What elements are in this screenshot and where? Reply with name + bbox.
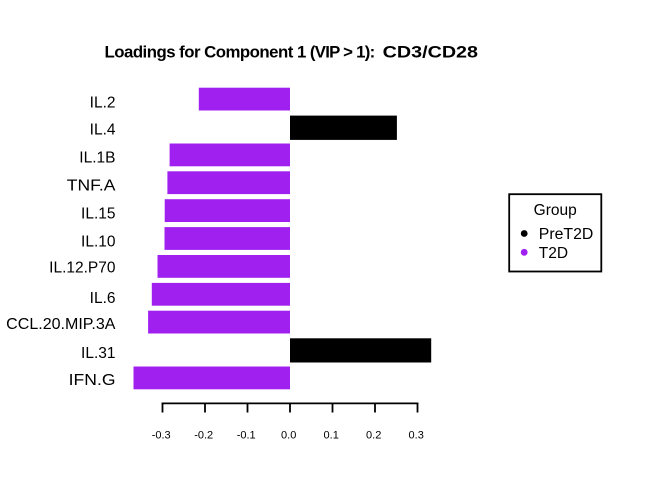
- svg-text:IL.12.P70: IL.12.P70: [49, 260, 116, 277]
- svg-text:(VIP > 1):: (VIP > 1):: [310, 43, 375, 62]
- svg-text:TNF.A: TNF.A: [67, 177, 116, 194]
- svg-text:IL.31: IL.31: [81, 345, 115, 362]
- svg-text:IL.4: IL.4: [90, 122, 116, 139]
- svg-text:IFN.G: IFN.G: [69, 372, 116, 389]
- svg-text:IL.15: IL.15: [81, 206, 115, 223]
- svg-text:-0.3: -0.3: [152, 430, 171, 442]
- svg-text:CCL.20.MIP.3A: CCL.20.MIP.3A: [6, 316, 116, 333]
- svg-text:0.2: 0.2: [366, 430, 381, 442]
- svg-text:Group: Group: [534, 202, 577, 219]
- svg-text:IL.2: IL.2: [90, 95, 116, 112]
- svg-text:PreT2D: PreT2D: [539, 226, 594, 243]
- svg-text:IL.6: IL.6: [90, 290, 116, 307]
- svg-text:IL.10: IL.10: [81, 233, 116, 250]
- svg-text:T2D: T2D: [539, 245, 568, 262]
- svg-text:-0.1: -0.1: [237, 430, 256, 442]
- svg-text:0.3: 0.3: [409, 430, 424, 442]
- svg-text:IL.1B: IL.1B: [79, 150, 115, 167]
- svg-text:0.0: 0.0: [281, 430, 296, 442]
- svg-text:CD3/CD28: CD3/CD28: [383, 43, 478, 62]
- svg-text:-0.2: -0.2: [194, 430, 213, 442]
- svg-text:Loadings for Component 1: Loadings for Component 1: [105, 43, 307, 62]
- svg-text:0.1: 0.1: [324, 430, 339, 442]
